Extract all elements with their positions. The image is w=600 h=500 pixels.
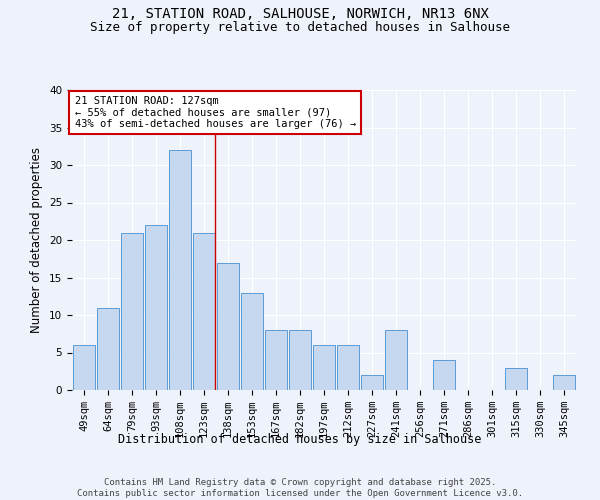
Bar (289, 330, 311, 390)
Bar (505, 368, 527, 390)
Bar (385, 330, 407, 390)
Bar (121, 232, 143, 390)
Bar (313, 345, 335, 390)
Bar (169, 150, 191, 390)
Bar (97, 308, 119, 390)
Bar (265, 330, 287, 390)
Text: Distribution of detached houses by size in Salhouse: Distribution of detached houses by size … (118, 432, 482, 446)
Bar (193, 232, 215, 390)
Bar (337, 345, 359, 390)
Bar (145, 225, 167, 390)
Bar (241, 292, 263, 390)
Text: Size of property relative to detached houses in Salhouse: Size of property relative to detached ho… (90, 21, 510, 34)
Y-axis label: Number of detached properties: Number of detached properties (31, 147, 43, 333)
Bar (361, 375, 383, 390)
Text: 21, STATION ROAD, SALHOUSE, NORWICH, NR13 6NX: 21, STATION ROAD, SALHOUSE, NORWICH, NR1… (112, 8, 488, 22)
Bar (433, 360, 455, 390)
Bar (217, 262, 239, 390)
Bar (553, 375, 575, 390)
Text: Contains HM Land Registry data © Crown copyright and database right 2025.
Contai: Contains HM Land Registry data © Crown c… (77, 478, 523, 498)
Text: 21 STATION ROAD: 127sqm
← 55% of detached houses are smaller (97)
43% of semi-de: 21 STATION ROAD: 127sqm ← 55% of detache… (74, 96, 356, 129)
Bar (73, 345, 95, 390)
